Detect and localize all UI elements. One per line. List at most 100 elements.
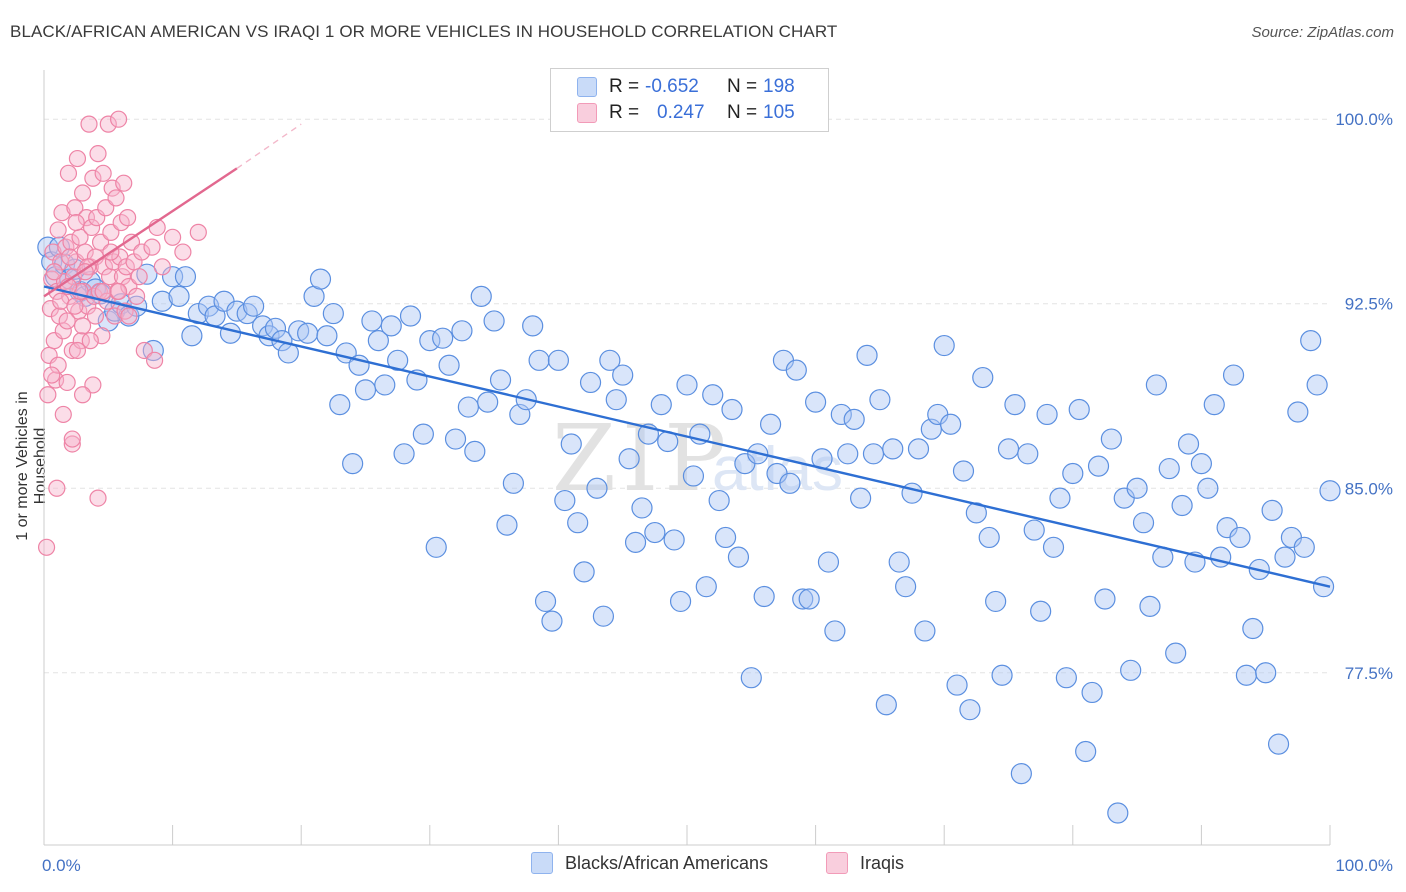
data-point	[82, 218, 101, 237]
data-point	[451, 320, 473, 342]
data-point	[592, 605, 615, 627]
data-point	[547, 349, 570, 371]
axes	[43, 70, 1331, 846]
data-point	[94, 164, 112, 182]
data-point	[107, 189, 125, 207]
data-point	[393, 443, 415, 465]
data-point	[164, 228, 182, 246]
y-tick-label: 100.0%	[1335, 110, 1393, 129]
data-point	[669, 590, 692, 613]
data-point	[1242, 617, 1264, 640]
data-point	[264, 317, 287, 339]
x-tick-label: 100.0%	[1335, 856, 1393, 875]
data-point	[181, 325, 203, 347]
data-point	[63, 435, 81, 453]
data-point	[1087, 455, 1110, 477]
data-point	[162, 266, 184, 288]
data-point	[470, 285, 492, 307]
data-point	[1171, 494, 1193, 517]
data-point	[419, 330, 441, 352]
data-point	[644, 521, 666, 544]
data-point	[676, 374, 698, 396]
y-tick-label: 77.5%	[1345, 664, 1393, 683]
trend-lines	[43, 123, 1331, 588]
data-point	[528, 349, 550, 371]
data-point	[837, 443, 859, 465]
data-point	[189, 223, 207, 241]
data-point	[109, 110, 128, 128]
legend-n-label: N =	[727, 102, 758, 123]
data-point	[94, 282, 112, 301]
data-point	[106, 307, 124, 325]
data-point	[58, 312, 76, 330]
data-point	[342, 453, 364, 475]
data-point	[45, 263, 63, 281]
data-point	[991, 664, 1013, 686]
data-point	[1139, 595, 1161, 617]
data-point	[952, 460, 975, 482]
data-point	[1165, 642, 1187, 664]
data-point	[554, 489, 576, 512]
data-point	[1210, 546, 1232, 568]
data-point	[329, 394, 351, 416]
trend-line	[43, 167, 238, 298]
data-point	[49, 221, 67, 239]
data-point	[959, 699, 981, 721]
data-point	[940, 413, 962, 435]
data-point	[43, 366, 61, 384]
data-point	[464, 440, 486, 462]
data-point	[522, 315, 544, 337]
data-point	[1049, 487, 1071, 509]
data-point	[830, 403, 852, 426]
data-point	[54, 405, 72, 424]
series-legend-swatch-iraqis	[826, 852, 848, 874]
data-point	[727, 546, 750, 568]
data-point	[1120, 659, 1142, 681]
data-point	[1017, 443, 1039, 465]
data-point	[444, 428, 467, 450]
data-point	[68, 149, 87, 168]
data-point	[54, 322, 72, 340]
data-point	[721, 398, 743, 421]
chart-source: Source: ZipAtlas.com	[1251, 24, 1394, 41]
data-point	[316, 325, 338, 347]
data-point	[151, 290, 173, 312]
data-point	[153, 258, 171, 276]
data-point	[219, 322, 242, 344]
watermark: ZIP atlas	[552, 405, 843, 512]
tick-labels: 100.0% 92.5% 85.0% 77.5% 0.0% 100.0%	[42, 110, 1393, 875]
data-point	[605, 389, 627, 411]
data-point	[432, 327, 454, 349]
data-point	[361, 310, 383, 332]
data-point	[120, 307, 138, 325]
data-point	[985, 590, 1007, 613]
trend-line	[43, 285, 1331, 588]
data-point	[1229, 526, 1251, 549]
data-point	[68, 341, 87, 360]
data-point	[882, 438, 904, 460]
data-point	[496, 514, 518, 536]
data-point	[1274, 546, 1296, 568]
data-point	[579, 371, 602, 394]
data-point	[895, 576, 917, 598]
data-point	[1190, 453, 1213, 475]
data-point	[663, 529, 685, 551]
data-point	[1081, 681, 1103, 704]
data-point	[457, 396, 479, 418]
data-point	[624, 531, 647, 553]
data-point	[586, 477, 608, 499]
series-legend-label-blacks: Blacks/African Americans	[565, 852, 769, 873]
data-point	[1100, 428, 1122, 450]
data-point	[1158, 457, 1180, 480]
data-point	[81, 332, 99, 350]
data-point	[534, 590, 557, 613]
data-point	[753, 585, 775, 608]
data-point	[58, 373, 76, 392]
legend-r-label: R =	[609, 102, 640, 123]
data-point	[73, 386, 92, 404]
watermark-zip: ZIP	[552, 405, 732, 512]
legend-n-value: 198	[763, 76, 795, 97]
data-point	[1261, 499, 1283, 521]
data-point	[477, 391, 499, 413]
data-point	[1255, 662, 1277, 684]
